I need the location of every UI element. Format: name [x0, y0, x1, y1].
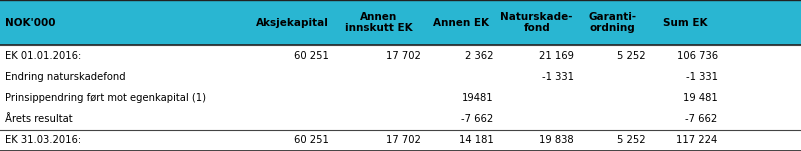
Text: 5 252: 5 252 — [617, 51, 646, 61]
Text: Sum EK: Sum EK — [662, 18, 707, 28]
Text: 117 224: 117 224 — [677, 135, 718, 145]
Text: 2 362: 2 362 — [465, 51, 493, 61]
Bar — [0, 45, 801, 66]
Text: Annen
innskutt EK: Annen innskutt EK — [344, 12, 413, 34]
Bar — [0, 130, 801, 151]
Text: Annen EK: Annen EK — [433, 18, 489, 28]
Text: 17 702: 17 702 — [386, 51, 421, 61]
Text: Garanti-
ordning: Garanti- ordning — [589, 12, 637, 34]
Text: Årets resultat: Årets resultat — [5, 114, 72, 124]
Text: 19481: 19481 — [462, 93, 493, 103]
Text: 106 736: 106 736 — [677, 51, 718, 61]
Text: -1 331: -1 331 — [541, 72, 574, 82]
Text: Endring naturskadefond: Endring naturskadefond — [5, 72, 126, 82]
Bar — [0, 0, 801, 45]
Text: 21 169: 21 169 — [538, 51, 574, 61]
Text: 60 251: 60 251 — [294, 51, 329, 61]
Text: 17 702: 17 702 — [386, 135, 421, 145]
Bar — [0, 88, 801, 109]
Text: -1 331: -1 331 — [686, 72, 718, 82]
Text: 14 181: 14 181 — [459, 135, 493, 145]
Text: 5 252: 5 252 — [617, 135, 646, 145]
Text: Prinsippendring ført mot egenkapital (1): Prinsippendring ført mot egenkapital (1) — [5, 93, 206, 103]
Text: NOK'000: NOK'000 — [5, 18, 55, 28]
Text: 19 838: 19 838 — [539, 135, 574, 145]
Bar — [0, 109, 801, 130]
Text: EK 31.03.2016:: EK 31.03.2016: — [5, 135, 81, 145]
Text: Naturskade-
fond: Naturskade- fond — [501, 12, 573, 34]
Text: EK 01.01.2016:: EK 01.01.2016: — [5, 51, 81, 61]
Text: -7 662: -7 662 — [461, 114, 493, 124]
Text: 60 251: 60 251 — [294, 135, 329, 145]
Text: Aksjekapital: Aksjekapital — [256, 18, 328, 28]
Text: -7 662: -7 662 — [686, 114, 718, 124]
Text: 19 481: 19 481 — [683, 93, 718, 103]
Bar — [0, 66, 801, 88]
